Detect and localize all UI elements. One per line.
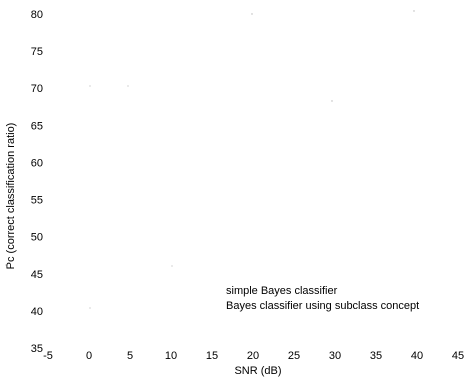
legend-entry-simple-bayes: simple Bayes classifier — [226, 285, 338, 297]
y-axis-title: Pc (correct classification ratio) — [5, 123, 17, 270]
y-tick-label: 40 — [31, 306, 43, 318]
y-tick-label: 80 — [31, 9, 43, 21]
scan-speck — [171, 265, 173, 267]
x-tick-label: -5 — [43, 350, 53, 362]
legend: simple Bayes classifier Bayes classifier… — [226, 285, 419, 312]
x-tick-label: 45 — [452, 350, 464, 362]
x-tick-label: 0 — [86, 350, 92, 362]
y-tick-label: 75 — [31, 46, 43, 58]
scan-speck — [5, 264, 7, 266]
x-tick-label: 15 — [206, 350, 218, 362]
x-tick-label: 30 — [329, 350, 341, 362]
y-tick-label: 50 — [31, 232, 43, 244]
y-tick-label: 35 — [31, 343, 43, 355]
legend-entry-subclass-bayes: Bayes classifier using subclass concept — [226, 300, 419, 312]
x-tick-label: 25 — [288, 350, 300, 362]
x-tick-labels: -5 0 5 10 15 20 25 30 35 40 45 — [43, 350, 464, 362]
x-tick-label: 20 — [247, 350, 259, 362]
x-tick-label: 10 — [165, 350, 177, 362]
y-tick-label: 45 — [31, 269, 43, 281]
y-tick-label: 55 — [31, 195, 43, 207]
y-tick-label: 70 — [31, 83, 43, 95]
scan-speck — [89, 307, 91, 309]
y-tick-labels: 35 40 45 50 55 60 65 70 75 80 — [31, 9, 43, 355]
x-tick-label: 5 — [127, 350, 133, 362]
scan-speck — [331, 100, 333, 102]
y-tick-label: 60 — [31, 157, 43, 169]
scan-speck — [413, 10, 415, 12]
scan-speck — [89, 85, 91, 87]
x-tick-label: 40 — [411, 350, 423, 362]
y-tick-label: 65 — [31, 120, 43, 132]
scan-speck — [127, 85, 129, 87]
x-tick-label: 35 — [370, 350, 382, 362]
x-axis-title: SNR (dB) — [234, 365, 281, 377]
scan-specks — [5, 10, 415, 309]
scan-speck — [251, 13, 253, 15]
